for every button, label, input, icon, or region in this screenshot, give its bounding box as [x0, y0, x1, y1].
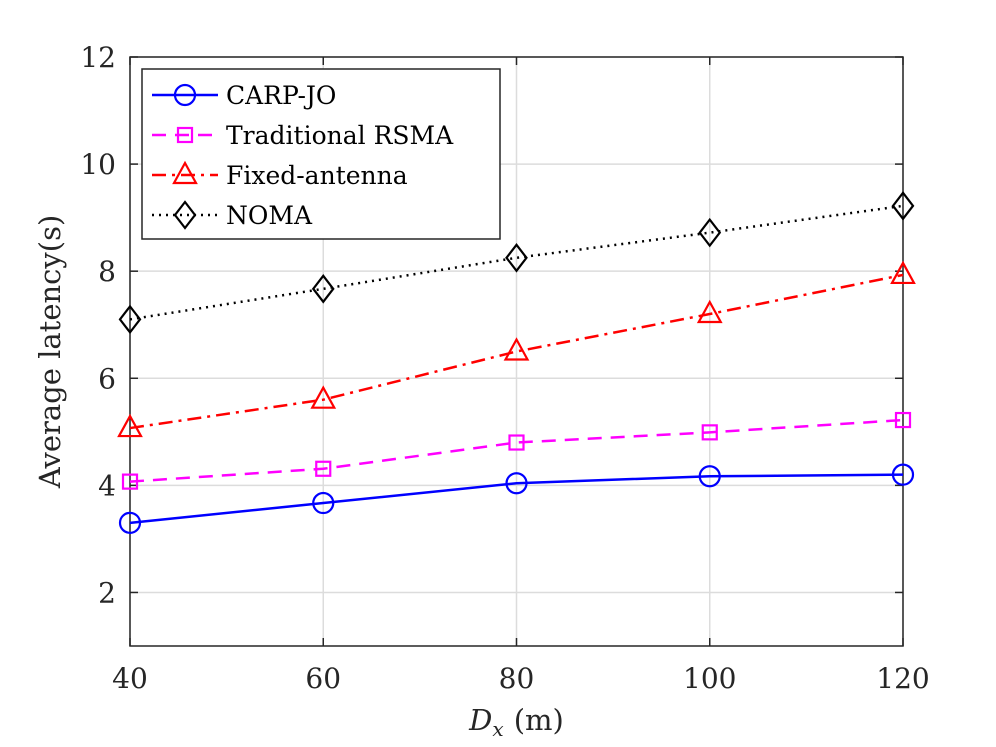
y-tick-label: 12	[80, 41, 116, 74]
series-traditional-rsma	[121, 411, 912, 490]
legend-item: NOMA	[152, 200, 313, 230]
marker-circle	[118, 511, 142, 534]
marker-diamond	[311, 274, 335, 304]
marker-diamond	[698, 217, 722, 248]
legend-item: CARP-JO	[152, 81, 336, 110]
x-tick-label: 80	[499, 662, 535, 695]
series-line	[129, 204, 904, 321]
marker-triangle	[117, 413, 143, 438]
x-tick-label: 40	[112, 662, 148, 695]
marker-circle	[505, 472, 528, 495]
x-tick-label: 60	[305, 662, 341, 695]
marker-diamond	[118, 304, 142, 335]
marker-diamond	[173, 200, 197, 230]
marker-square	[121, 473, 139, 490]
legend-label: NOMA	[226, 201, 313, 230]
series-line	[129, 473, 904, 525]
legend-item: Traditional RSMA	[152, 121, 454, 150]
marker-diamond	[891, 191, 915, 221]
marker-circle	[698, 465, 721, 488]
x-axis-label-main: D	[468, 703, 492, 737]
marker-circle	[312, 491, 335, 515]
x-axis-label-unit: (m)	[514, 703, 564, 737]
x-axis-label-sub: x	[492, 717, 503, 741]
marker-triangle	[890, 260, 916, 285]
marker-triangle	[696, 299, 723, 324]
marker-square	[894, 411, 912, 429]
y-tick-label: 10	[80, 148, 116, 181]
y-axis-label: Average latency(s)	[33, 215, 67, 490]
x-tick-label: 120	[876, 662, 929, 695]
legend: CARP-JO Traditional RSMA Fixed-antenna NOMA	[141, 68, 501, 240]
series-noma	[118, 191, 915, 335]
x-tick-label: 100	[683, 662, 736, 695]
y-tick-label: 4	[98, 469, 116, 502]
marker-square	[176, 126, 194, 144]
series-fixed-antenna	[117, 260, 916, 438]
legend-label: Fixed-antenna	[226, 161, 408, 190]
marker-circle	[891, 463, 915, 486]
legend-item: Fixed-antenna	[152, 160, 408, 190]
series-carp-jo	[118, 463, 915, 534]
marker-square	[701, 424, 718, 441]
marker-diamond	[505, 242, 528, 273]
marker-circle	[173, 83, 197, 107]
legend-items: CARP-JO Traditional RSMA Fixed-antenna NOMA	[152, 81, 454, 230]
ticks: 40 60 80 100 120 2 4 6 8 10 12	[80, 41, 929, 695]
y-tick-label: 8	[98, 255, 116, 288]
x-axis-label: Dx (m)	[468, 703, 564, 741]
marker-triangle	[310, 385, 337, 409]
y-tick-label: 6	[98, 362, 116, 395]
y-tick-label: 2	[98, 576, 116, 609]
legend-label: Traditional RSMA	[226, 121, 454, 150]
series-line	[129, 418, 904, 483]
marker-triangle	[503, 337, 530, 361]
marker-square	[508, 434, 525, 451]
legend-box	[141, 68, 501, 240]
legend-label: CARP-JO	[226, 81, 336, 110]
marker-triangle	[172, 160, 198, 185]
marker-square	[315, 460, 332, 477]
series	[117, 191, 916, 534]
